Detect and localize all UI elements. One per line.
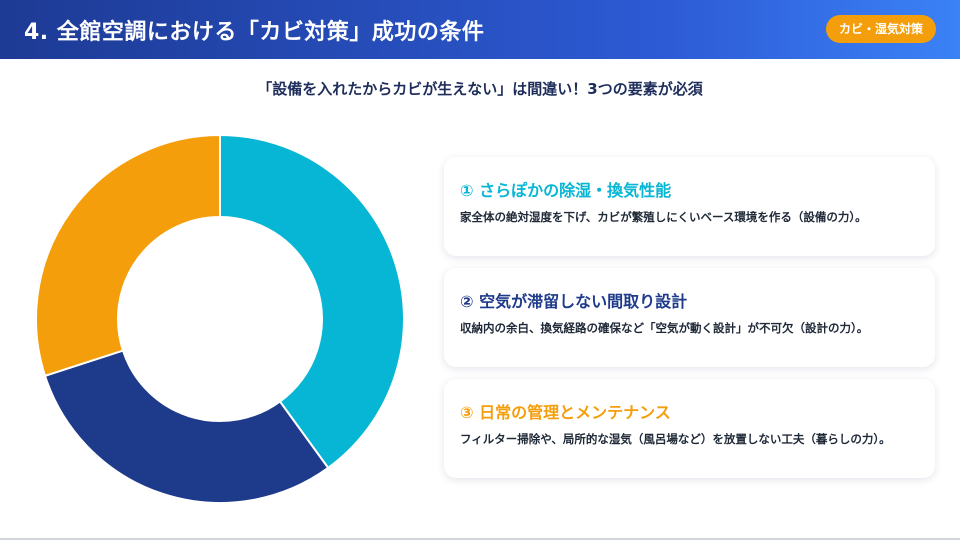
donut-chart <box>35 133 405 504</box>
factor-card-3: ③ 日常の管理とメンテナンス フィルター掃除や、局所的な湿気（風呂場など）を放置… <box>444 379 935 478</box>
factor-card-3-description: フィルター掃除や、局所的な湿気（風呂場など）を放置しない工夫（暮らしの力）。 <box>460 432 891 446</box>
footer-divider <box>0 538 960 540</box>
factor-card-1-title: ① さらぽかの除湿・換気性能 <box>460 181 672 200</box>
donut-slice-1 <box>219 133 405 470</box>
header-bar: 4. 全館空調における「カビ対策」成功の条件 カビ・湿気対策 <box>0 0 960 59</box>
factor-card-3-title: ③ 日常の管理とメンテナンス <box>460 403 671 422</box>
donut-slice-3 <box>35 133 221 378</box>
page-subtitle: 「設備を入れたからカビが生えない」は間違い！3つの要素が必須 <box>257 80 703 98</box>
factor-card-2-description: 収納内の余白、換気経路の確保など「空気が動く設計」が不可欠（設計の力）。 <box>460 321 869 335</box>
factor-card-2-title: ② 空気が滞留しない間取り設計 <box>460 292 688 311</box>
factor-card-2: ② 空気が滞留しない間取り設計 収納内の余白、換気経路の確保など「空気が動く設計… <box>444 268 935 367</box>
factor-card-1-description: 家全体の絶対湿度を下げ、カビが繁殖しにくいベース環境を作る（設備の力）。 <box>460 210 867 224</box>
donut-slice-2 <box>43 349 330 504</box>
factor-card-1: ① さらぽかの除湿・換気性能 家全体の絶対湿度を下げ、カビが繁殖しにくいベース環… <box>444 157 935 256</box>
page-title: 4. 全館空調における「カビ対策」成功の条件 <box>24 20 485 45</box>
category-badge: カビ・湿気対策 <box>825 15 936 43</box>
